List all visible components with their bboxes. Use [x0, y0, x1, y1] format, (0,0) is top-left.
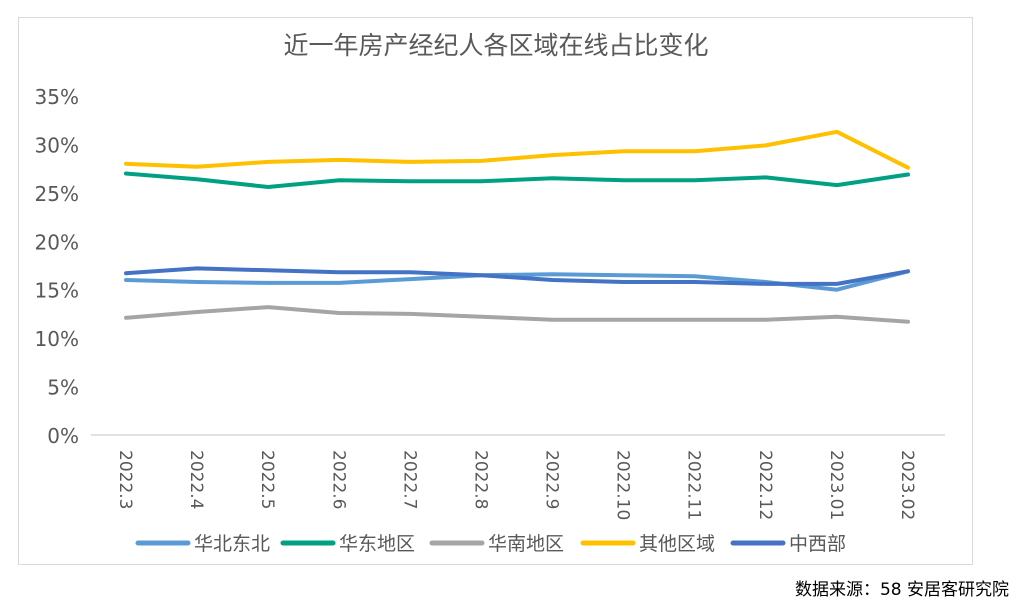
line-chart: 近一年房产经纪人各区域在线占比变化 0% 5% 10% 15% 20% 25% 30% 35%…	[35, 31, 945, 555]
y-tick-label: 10%	[35, 327, 79, 351]
x-tick-label: 2023.01	[826, 450, 846, 520]
x-tick-label: 2022.6	[328, 450, 348, 509]
source-note: 数据来源：58 安居客研究院	[794, 580, 1009, 600]
y-tick-label: 20%	[35, 230, 79, 254]
x-tick-label: 2022.9	[542, 450, 562, 509]
legend-label: 华南地区	[488, 533, 564, 555]
y-tick-label: 0%	[47, 424, 79, 448]
series-line-4	[124, 266, 910, 286]
x-tick-label: 2023.02	[897, 450, 917, 520]
series-line-1	[124, 171, 910, 189]
x-tick-label: 2022.12	[755, 450, 775, 520]
y-axis-tick-labels: 0% 5% 10% 15% 20% 25% 30% 35%	[35, 85, 79, 448]
legend: 华北东北 华东地区 华南地区 其他区域 中西部	[135, 533, 846, 555]
y-tick-label: 5%	[47, 376, 79, 400]
series-line-3	[124, 129, 910, 170]
legend-label: 中西部	[789, 533, 846, 555]
x-tick-label: 2022.8	[470, 450, 490, 509]
chart-frame: 近一年房产经纪人各区域在线占比变化 0% 5% 10% 15% 20% 25% 30% 35%…	[18, 17, 973, 565]
x-tick-label: 2022.7	[399, 450, 419, 509]
x-tick-label: 2022.3	[115, 450, 135, 509]
y-tick-label: 25%	[35, 182, 79, 206]
x-tick-label: 2022.10	[613, 450, 633, 520]
x-tick-label: 2022.5	[257, 450, 277, 509]
series-line-0	[124, 269, 910, 292]
series-line-2	[124, 305, 910, 324]
legend-label: 华东地区	[339, 533, 415, 555]
y-tick-label: 30%	[35, 133, 79, 157]
legend-label: 华北东北	[194, 533, 270, 555]
x-tick-label: 2022.11	[684, 450, 704, 520]
legend-label: 其他区域	[639, 533, 715, 555]
x-axis-tick-labels: 2022.3 2022.4 2022.5 2022.6 2022.7 2022.8 2022…	[115, 450, 917, 520]
y-tick-label: 35%	[35, 85, 79, 109]
y-tick-label: 15%	[35, 279, 79, 303]
x-tick-label: 2022.4	[186, 450, 206, 509]
chart-title: 近一年房产经纪人各区域在线占比变化	[283, 31, 708, 60]
series-lines	[124, 129, 910, 324]
